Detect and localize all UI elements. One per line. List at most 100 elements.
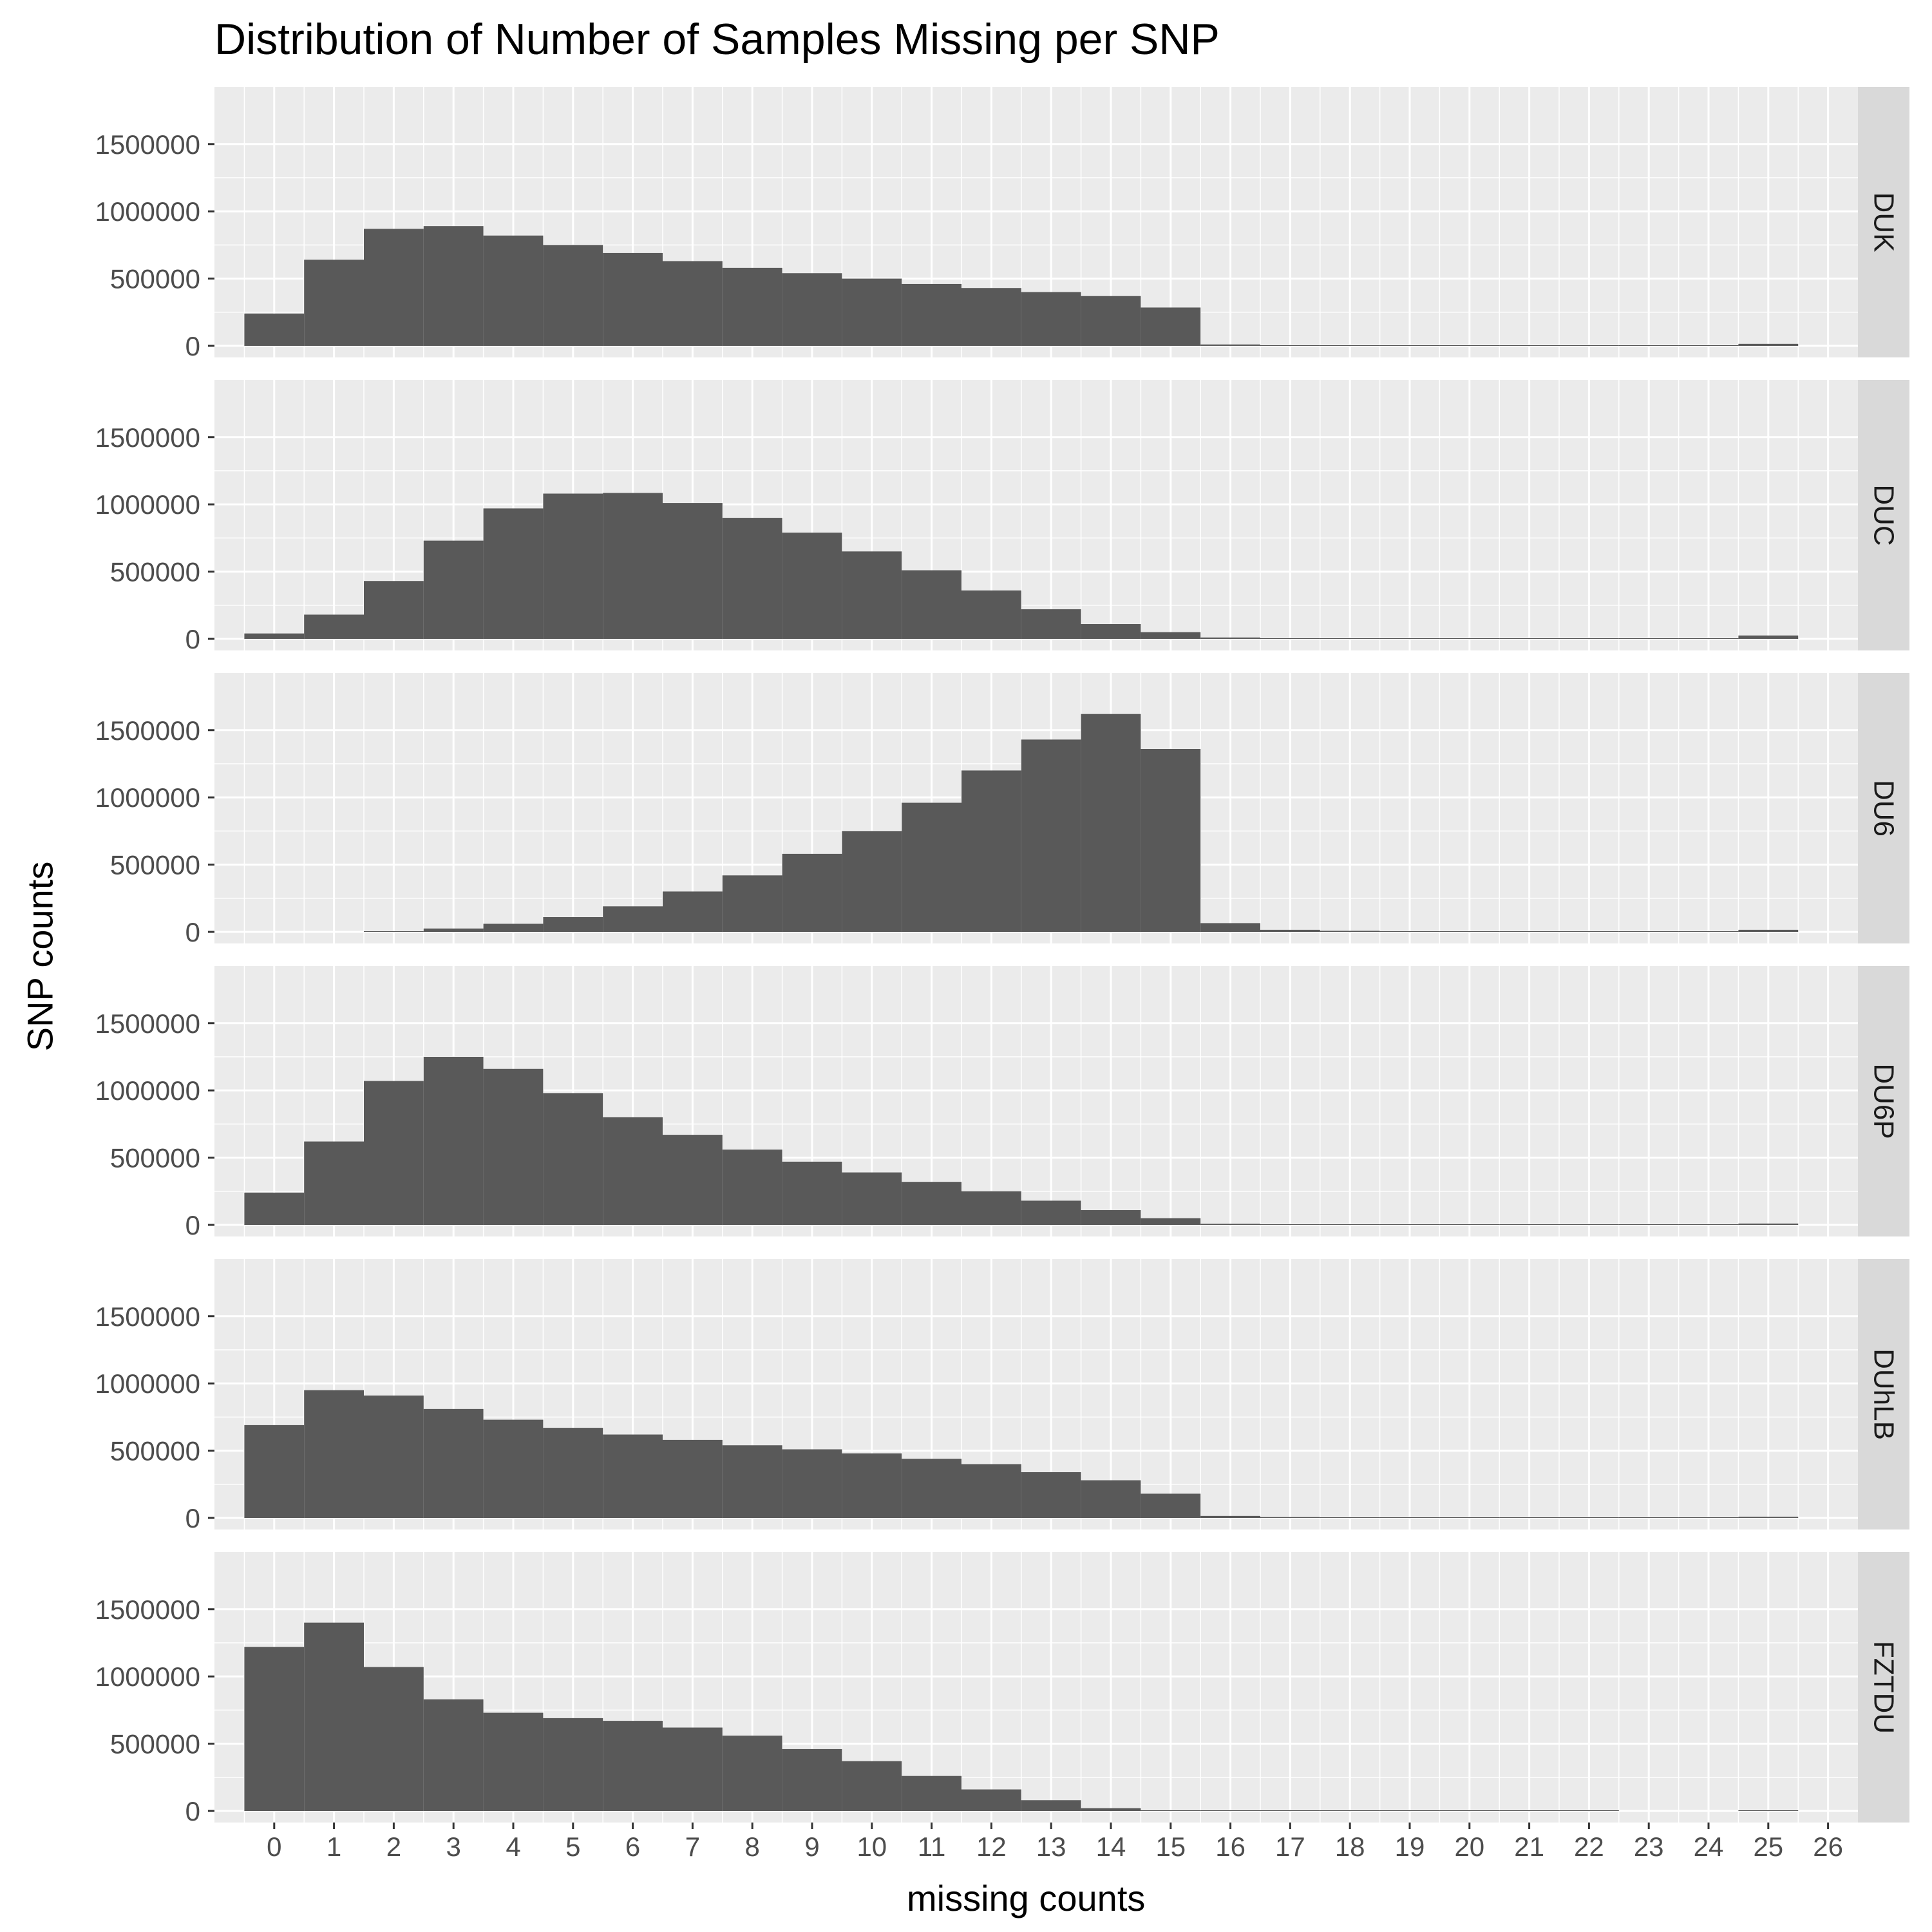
bar-duhlb-23 xyxy=(1618,1517,1679,1518)
bar-duc-24 xyxy=(1678,638,1739,639)
bar-duk-9 xyxy=(782,273,842,346)
bar-duhlb-6 xyxy=(603,1434,663,1518)
bar-duc-14 xyxy=(1081,624,1141,639)
bar-duc-10 xyxy=(842,551,902,639)
y-tick-label: 1500000 xyxy=(95,1302,200,1332)
bar-duhlb-7 xyxy=(663,1439,723,1518)
bar-du6p-16 xyxy=(1200,1224,1260,1225)
bar-du6p-5 xyxy=(543,1093,603,1225)
y-tick-label: 0 xyxy=(185,917,200,947)
bar-duk-24 xyxy=(1678,345,1739,346)
bar-fztdu-5 xyxy=(543,1718,603,1811)
bar-duhlb-3 xyxy=(423,1408,484,1518)
y-tick-label: 500000 xyxy=(110,557,200,587)
bar-du6-23 xyxy=(1618,931,1679,932)
bar-duk-12 xyxy=(961,288,1021,346)
bar-duhlb-0 xyxy=(244,1425,305,1518)
bar-du6-2 xyxy=(364,931,424,932)
bar-du6-12 xyxy=(961,770,1021,932)
bar-duhlb-19 xyxy=(1379,1517,1440,1518)
bar-fztdu-7 xyxy=(663,1727,723,1811)
bar-du6-4 xyxy=(483,923,544,932)
bar-duhlb-16 xyxy=(1200,1515,1260,1518)
bar-fztdu-19 xyxy=(1379,1810,1440,1811)
bar-du6-18 xyxy=(1320,931,1380,932)
bar-duc-21 xyxy=(1499,638,1559,639)
bar-duk-14 xyxy=(1081,296,1141,346)
bar-du6p-17 xyxy=(1260,1224,1320,1225)
bar-duk-7 xyxy=(663,261,723,346)
bar-duhlb-21 xyxy=(1499,1517,1559,1518)
y-tick-label: 0 xyxy=(185,331,200,361)
bar-duc-18 xyxy=(1320,638,1380,639)
bar-fztdu-4 xyxy=(483,1712,544,1811)
y-tick-label: 1000000 xyxy=(95,782,200,813)
facet-strip xyxy=(1858,1552,1909,1823)
bar-du6p-15 xyxy=(1141,1218,1201,1225)
bar-duhlb-24 xyxy=(1678,1517,1739,1518)
bar-du6p-23 xyxy=(1618,1224,1679,1225)
x-tick-label: 0 xyxy=(267,1832,281,1862)
bar-duhlb-4 xyxy=(483,1419,544,1518)
y-tick-label: 1500000 xyxy=(95,1595,200,1625)
bar-du6-7 xyxy=(663,891,723,932)
bar-fztdu-3 xyxy=(423,1699,484,1811)
x-tick-label: 11 xyxy=(918,1832,946,1862)
bar-duc-8 xyxy=(722,518,782,639)
bar-du6-17 xyxy=(1260,929,1320,932)
y-tick-label: 0 xyxy=(185,624,200,654)
y-tick-label: 0 xyxy=(185,1796,200,1826)
bar-duc-12 xyxy=(961,590,1021,639)
bar-fztdu-22 xyxy=(1559,1810,1619,1811)
y-tick-label: 500000 xyxy=(110,1436,200,1466)
bar-duk-15 xyxy=(1141,307,1201,346)
bar-duc-6 xyxy=(603,493,663,639)
y-tick-label: 1500000 xyxy=(95,422,200,453)
bar-duk-0 xyxy=(244,313,305,346)
x-tick-label: 25 xyxy=(1753,1832,1783,1862)
bar-duc-23 xyxy=(1618,638,1679,639)
bar-duc-16 xyxy=(1200,637,1260,639)
bar-du6p-4 xyxy=(483,1068,544,1225)
bar-du6p-20 xyxy=(1439,1224,1500,1225)
y-tick-label: 1000000 xyxy=(95,1075,200,1106)
x-tick-label: 22 xyxy=(1574,1832,1604,1862)
bar-duk-11 xyxy=(902,283,961,346)
x-tick-label: 2 xyxy=(386,1832,401,1862)
y-tick-label: 500000 xyxy=(110,1143,200,1173)
bar-duhlb-11 xyxy=(902,1459,961,1518)
bar-duc-17 xyxy=(1260,638,1320,639)
bar-duk-2 xyxy=(364,229,424,346)
facet-panel-fztdu: 0 500000 1000000 1500000 FZTDU xyxy=(95,1552,1909,1826)
bar-duc-7 xyxy=(663,503,723,639)
bar-fztdu-18 xyxy=(1320,1810,1380,1811)
bar-fztdu-17 xyxy=(1260,1810,1320,1811)
bar-duk-1 xyxy=(304,260,364,346)
bar-duk-10 xyxy=(842,278,902,346)
x-tick-label: 16 xyxy=(1215,1832,1245,1862)
bar-duhlb-22 xyxy=(1559,1517,1619,1518)
facet-panel-du6p: 0 500000 1000000 1500000 DU6P xyxy=(95,966,1909,1240)
bar-duc-13 xyxy=(1021,609,1081,639)
x-tick-label: 8 xyxy=(745,1832,760,1862)
bar-fztdu-6 xyxy=(603,1721,663,1811)
y-tick-label: 1000000 xyxy=(95,196,200,227)
bar-du6p-21 xyxy=(1499,1224,1559,1225)
bar-du6p-1 xyxy=(304,1141,364,1225)
x-tick-label: 26 xyxy=(1813,1832,1843,1862)
facet-strip-label: DUhLB xyxy=(1868,1349,1900,1440)
bar-duk-16 xyxy=(1200,344,1260,346)
bar-fztdu-2 xyxy=(364,1667,424,1811)
bar-du6p-0 xyxy=(244,1192,305,1225)
bar-fztdu-0 xyxy=(244,1647,305,1811)
bar-duhlb-14 xyxy=(1081,1480,1141,1518)
bar-fztdu-12 xyxy=(961,1789,1021,1811)
bar-du6-13 xyxy=(1021,739,1081,932)
bar-duhlb-25 xyxy=(1738,1517,1799,1518)
facet-strip-label: DUK xyxy=(1868,193,1900,252)
x-tick-label: 20 xyxy=(1454,1832,1484,1862)
y-axis-label: SNP counts xyxy=(19,861,61,1052)
x-tick-label: 24 xyxy=(1694,1832,1724,1862)
bar-duk-18 xyxy=(1320,345,1380,346)
x-tick-label: 21 xyxy=(1514,1832,1544,1862)
